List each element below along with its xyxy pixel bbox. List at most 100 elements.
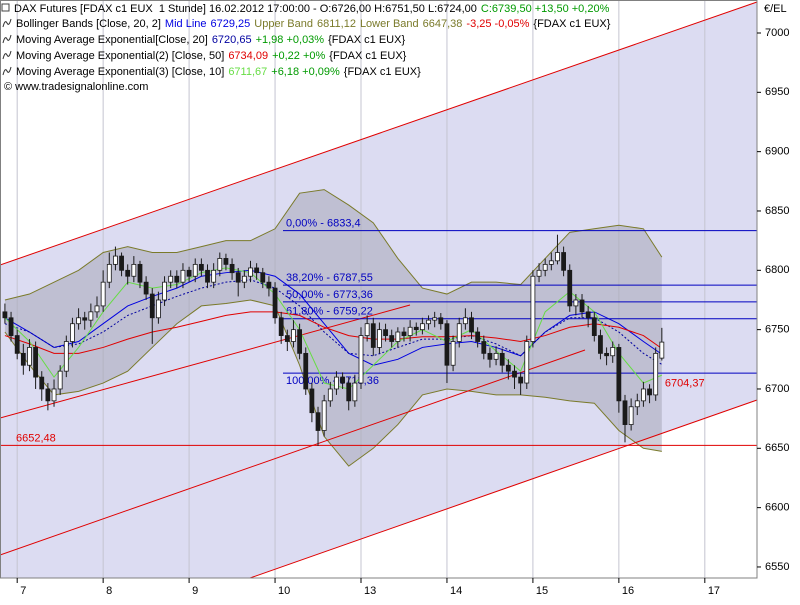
y-tick-label: 6600	[765, 502, 789, 514]
candle-body	[518, 376, 524, 384]
series-name: Mid Line	[165, 18, 207, 30]
x-tick-label: 15	[536, 585, 548, 597]
candle-body	[162, 281, 167, 301]
candle-body	[192, 263, 198, 277]
candle-body	[401, 331, 407, 336]
x-tick-label: 7	[20, 585, 26, 597]
candle-body	[248, 267, 253, 277]
indicator-change: +6,18 +0,09%	[271, 66, 340, 78]
y-tick-label: 6900	[765, 146, 789, 158]
candle-body	[444, 323, 450, 366]
candle-body	[278, 317, 284, 336]
x-tick-label: 16	[622, 585, 634, 597]
candle-body	[131, 263, 137, 277]
candle-body	[260, 272, 266, 283]
candle-body	[14, 335, 20, 354]
candle-body	[438, 317, 444, 325]
candle-body	[174, 275, 180, 283]
candle-body	[20, 352, 26, 366]
candle-body	[536, 269, 542, 277]
candle-body	[647, 388, 652, 396]
legend: DAX Futures [FDAX c1 EUX 1 Stunde] 16.02…	[1, 3, 611, 93]
candle-body	[229, 263, 235, 274]
candle-body	[235, 272, 241, 283]
candle-body	[297, 329, 303, 354]
candle-body	[327, 388, 333, 402]
horizontal-line-label: 6652,48	[16, 432, 56, 444]
legend-row: Moving Average Exponential(2) [Close, 50…	[16, 50, 407, 62]
candle-body	[512, 370, 517, 378]
candle-body	[493, 352, 499, 360]
plot-frame	[0, 0, 758, 579]
candle-body	[358, 335, 364, 384]
candle-body	[155, 299, 161, 319]
x-tick-label: 14	[450, 585, 462, 597]
candle-body	[573, 299, 579, 307]
trend-line	[249, 399, 758, 579]
candle-body	[432, 317, 438, 321]
candle-body	[450, 341, 456, 366]
header-segment: C:6739,50 +13,50 +0,20%	[481, 3, 610, 15]
x-tick-label: 10	[278, 585, 290, 597]
trend-line	[0, 349, 586, 556]
candle-layer	[2, 234, 665, 446]
candle-body	[426, 319, 431, 325]
legend-icon	[1, 3, 10, 12]
candle-body	[241, 275, 247, 283]
candle-body	[45, 388, 51, 402]
x-tick-label: 13	[364, 585, 376, 597]
indicator-line	[4, 299, 662, 467]
legend-row: Bollinger Bands [Close, 20, 2] Mid Line 67…	[16, 18, 611, 30]
candle-body	[487, 352, 493, 360]
candle-body	[462, 317, 468, 325]
y-tick-label: 6800	[765, 264, 789, 276]
candle-body	[548, 260, 554, 265]
indicator-source: {FDAX c1 EUX}	[533, 18, 610, 30]
y-tick-label: 6850	[765, 205, 789, 217]
candle-body	[321, 400, 327, 431]
x-tick-label: 8	[106, 585, 112, 597]
candle-body	[180, 269, 186, 283]
candle-body	[419, 323, 425, 331]
fib-label: 38,20% - 6787,55	[286, 272, 373, 284]
indicator-source: {FDAX c1 EUX}	[328, 34, 405, 46]
indicator-source: {FDAX c1 EUX}	[329, 50, 406, 62]
candle-body	[567, 269, 573, 307]
price-label: 6704,37	[665, 378, 705, 390]
candle-body	[505, 364, 511, 372]
candle-body	[315, 412, 321, 431]
candle-body	[303, 352, 309, 390]
trend-lines	[0, 1, 758, 579]
indicator-change: -3,25 -0,05%	[466, 18, 529, 30]
candle-body	[70, 323, 75, 342]
series-value: 6647,38	[423, 18, 463, 30]
candle-body	[659, 341, 665, 359]
candle-body	[622, 400, 628, 425]
candle-body	[272, 287, 278, 319]
candle-body	[542, 263, 548, 271]
indicator-line	[4, 279, 663, 365]
candle-body	[266, 281, 272, 289]
indicator-title: Bollinger Bands [Close, 20, 2]	[16, 18, 161, 30]
y-tick-label: 6950	[765, 86, 789, 98]
series-value: 6729,25	[211, 18, 251, 30]
candle-body	[407, 326, 413, 336]
candle-body	[168, 275, 174, 283]
legend-icon	[2, 18, 12, 28]
y-tick-label: 6550	[765, 561, 789, 573]
candle-body	[579, 299, 585, 313]
candle-body	[475, 331, 481, 342]
candle-body	[377, 329, 382, 348]
candle-body	[499, 352, 505, 366]
header-segment: DAX Futures [FDAX c1 EUX 1 Stunde] 16.02…	[14, 3, 477, 15]
candle-body	[211, 269, 217, 283]
y-tick-label: 6650	[765, 442, 789, 454]
candle-body	[653, 352, 659, 396]
candle-body	[137, 263, 143, 283]
candle-body	[186, 269, 192, 277]
candle-body	[39, 376, 45, 390]
candle-body	[598, 335, 603, 354]
candle-body	[125, 269, 131, 277]
series-value: 6711,67	[228, 66, 267, 78]
legend-icon	[2, 66, 12, 76]
